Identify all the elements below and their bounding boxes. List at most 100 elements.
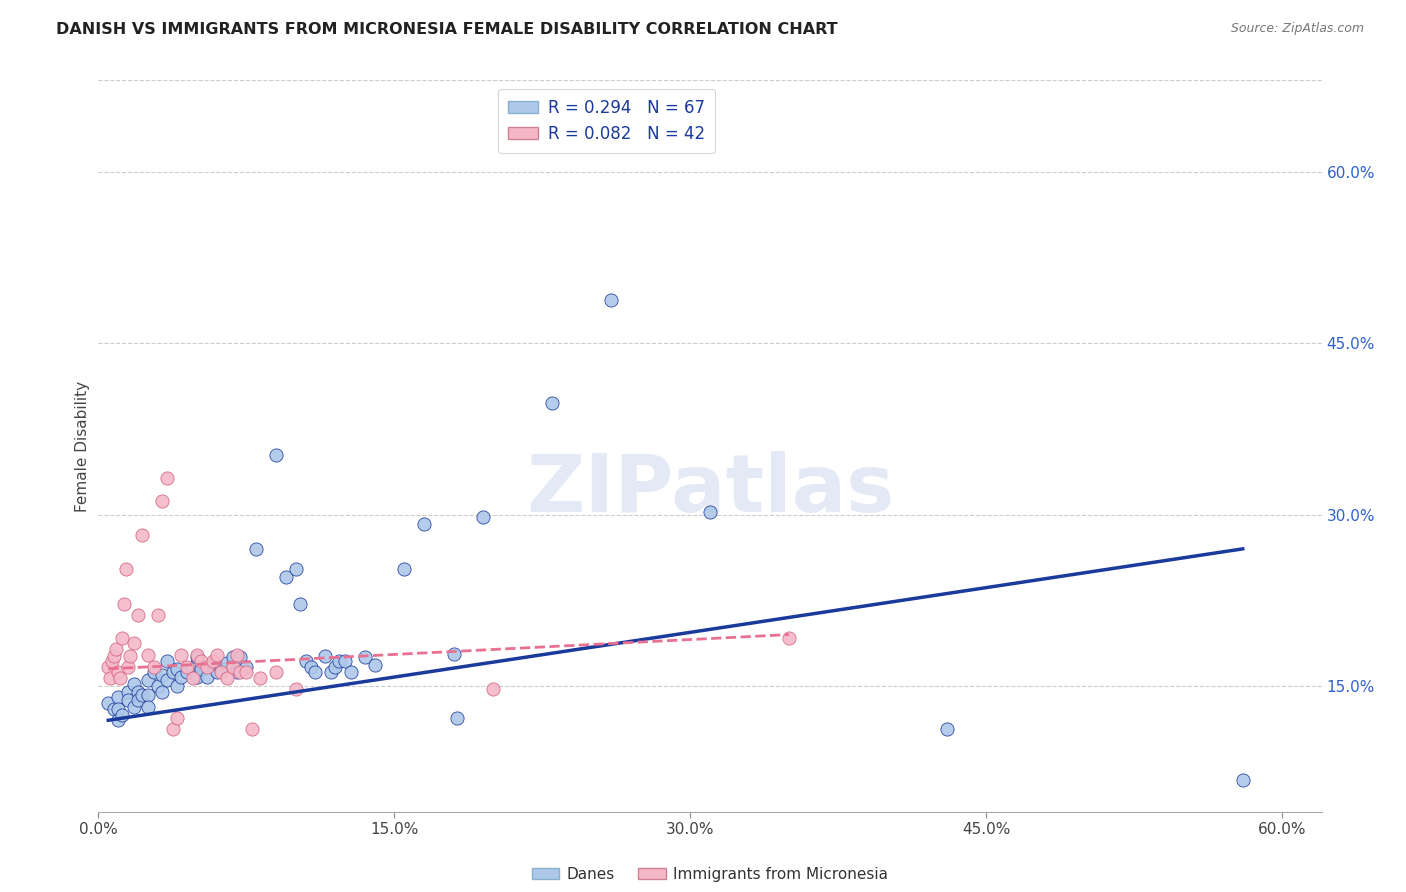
Point: [186, 670, 208, 684]
Point: [209, 665, 232, 680]
Point: [288, 597, 311, 611]
Point: [235, 665, 257, 680]
Point: [156, 654, 179, 668]
Point: [935, 723, 957, 737]
Point: [107, 714, 129, 728]
Point: [235, 659, 257, 673]
Point: [392, 562, 416, 576]
Point: [112, 597, 135, 611]
Point: [122, 699, 145, 714]
Text: ZIPatlas: ZIPatlas: [526, 450, 894, 529]
Point: [284, 562, 307, 576]
Point: [176, 659, 198, 673]
Point: [97, 659, 120, 673]
Point: [1232, 772, 1254, 787]
Text: Source: ZipAtlas.com: Source: ZipAtlas.com: [1230, 22, 1364, 36]
Point: [107, 665, 129, 680]
Point: [186, 648, 208, 662]
Point: [195, 659, 218, 673]
Point: [162, 665, 184, 680]
Point: [245, 541, 267, 556]
Point: [156, 471, 179, 485]
Point: [170, 648, 193, 662]
Point: [146, 679, 169, 693]
Point: [446, 711, 468, 725]
Point: [108, 671, 131, 685]
Point: [150, 494, 173, 508]
Point: [240, 723, 263, 737]
Point: [201, 654, 224, 668]
Point: [205, 648, 228, 662]
Point: [340, 665, 363, 680]
Point: [225, 665, 247, 680]
Point: [127, 608, 149, 623]
Point: [301, 659, 323, 673]
Point: [600, 293, 623, 307]
Point: [136, 699, 159, 714]
Point: [314, 649, 336, 664]
Point: [190, 654, 212, 668]
Point: [136, 648, 159, 662]
Point: [176, 665, 198, 680]
Point: [181, 671, 204, 685]
Point: [413, 516, 436, 531]
Y-axis label: Female Disability: Female Disability: [75, 380, 90, 512]
Point: [778, 631, 800, 645]
Point: [209, 662, 232, 676]
Point: [181, 662, 204, 676]
Point: [443, 647, 465, 661]
Point: [111, 707, 134, 722]
Point: [215, 671, 238, 685]
Point: [150, 684, 173, 698]
Point: [225, 648, 247, 662]
Point: [131, 688, 153, 702]
Point: [482, 682, 505, 697]
Point: [186, 656, 208, 670]
Point: [127, 684, 149, 698]
Point: [118, 649, 141, 664]
Point: [699, 505, 721, 519]
Point: [264, 665, 287, 680]
Point: [249, 671, 271, 685]
Point: [321, 665, 343, 680]
Legend: Danes, Immigrants from Micronesia: Danes, Immigrants from Micronesia: [526, 861, 894, 888]
Point: [170, 670, 193, 684]
Point: [294, 654, 316, 668]
Point: [201, 656, 224, 670]
Point: [221, 659, 243, 673]
Point: [103, 649, 125, 664]
Point: [98, 671, 121, 685]
Point: [117, 692, 139, 706]
Point: [264, 448, 287, 462]
Point: [111, 631, 134, 645]
Point: [284, 682, 307, 697]
Point: [328, 654, 350, 668]
Point: [221, 650, 243, 665]
Point: [136, 688, 159, 702]
Point: [205, 665, 228, 680]
Point: [101, 654, 124, 668]
Point: [274, 570, 297, 584]
Point: [107, 690, 129, 705]
Point: [323, 659, 346, 673]
Point: [166, 711, 188, 725]
Point: [122, 676, 145, 690]
Point: [117, 684, 139, 698]
Point: [105, 642, 128, 657]
Point: [136, 673, 159, 688]
Point: [333, 654, 356, 668]
Point: [107, 702, 129, 716]
Point: [304, 665, 326, 680]
Text: DANISH VS IMMIGRANTS FROM MICRONESIA FEMALE DISABILITY CORRELATION CHART: DANISH VS IMMIGRANTS FROM MICRONESIA FEM…: [56, 22, 838, 37]
Point: [146, 608, 169, 623]
Point: [353, 650, 375, 665]
Point: [156, 673, 179, 688]
Point: [190, 662, 212, 676]
Point: [150, 667, 173, 681]
Point: [229, 665, 252, 680]
Point: [122, 635, 145, 649]
Point: [142, 665, 165, 680]
Point: [166, 679, 188, 693]
Point: [127, 692, 149, 706]
Point: [117, 659, 139, 673]
